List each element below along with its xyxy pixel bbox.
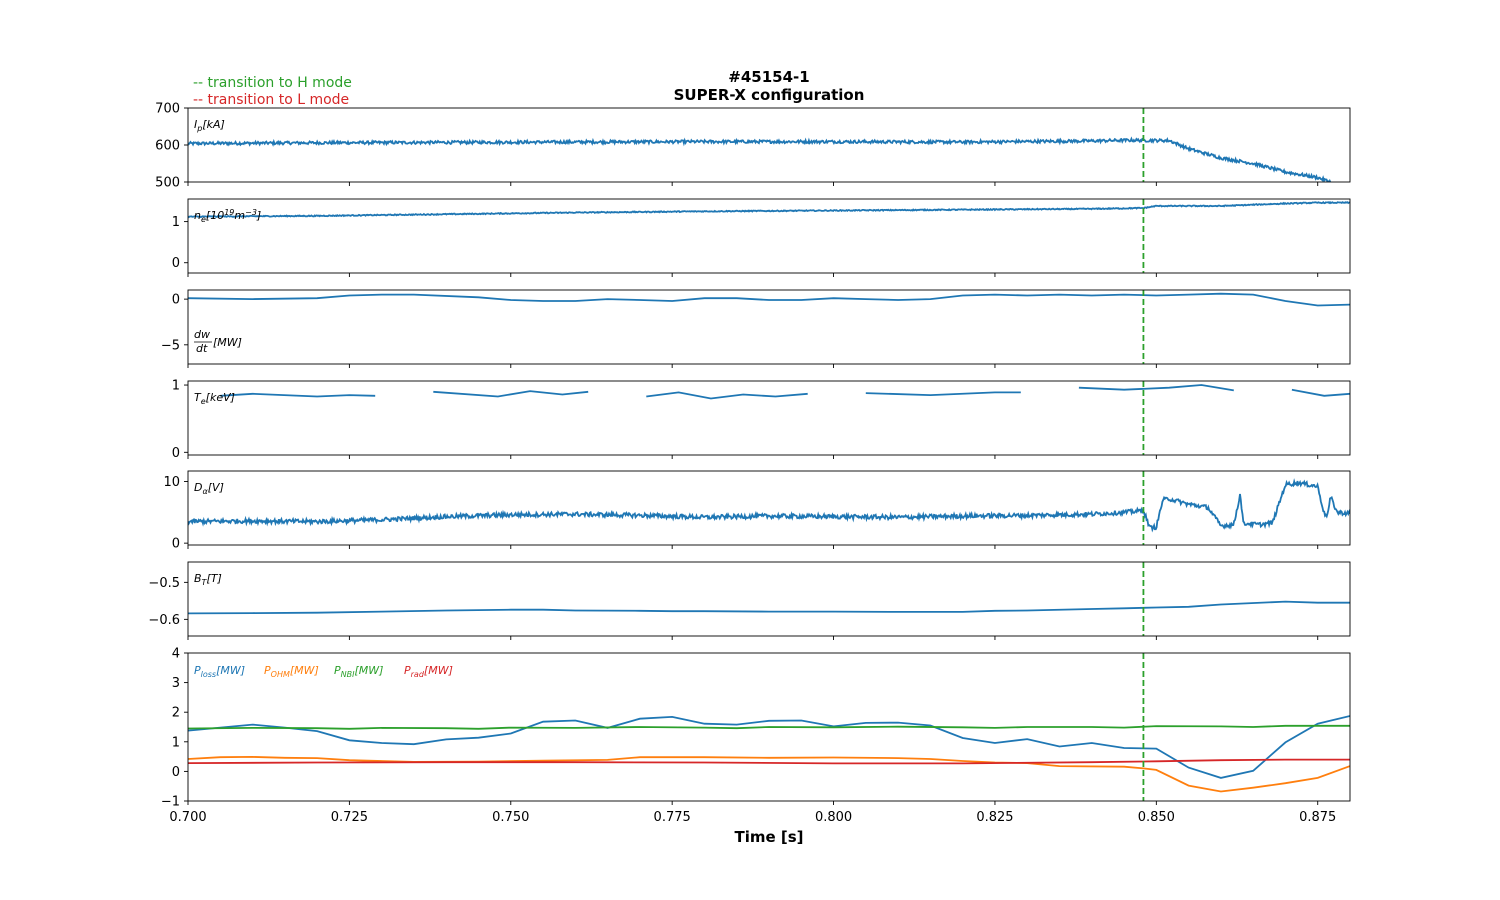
series-line-te-4: [1078, 384, 1234, 392]
y-tick-label-dalpha: 0: [172, 537, 180, 552]
chart-title: #45154-1 SUPER-X configuration: [674, 68, 865, 104]
y-tick-label-ip: 500: [155, 176, 180, 191]
panel-ip-series: [188, 136, 1332, 182]
power-legend-loss: Ploss[MW]: [194, 664, 245, 679]
legend-entry-l-mode: -- transition to L mode: [193, 92, 349, 108]
svg-text:[MW]: [MW]: [213, 336, 242, 349]
panel-frame-bt: [187, 561, 1351, 637]
series-line-te-1: [433, 390, 589, 398]
panel-frame-dwdt: [187, 289, 1351, 365]
panel-frame-dalpha: [187, 470, 1351, 546]
panel-dalpha: 0 10 Dα[V]: [163, 470, 1351, 552]
panel-dwdt-series: [188, 292, 1350, 307]
x-tick-label: 0.875: [1299, 810, 1336, 825]
series-line-power-prad: [188, 758, 1350, 765]
panel-power-series: [188, 715, 1350, 793]
panel-label-ip: Ip[kA]: [194, 118, 225, 133]
series-line-power-pnbi: [188, 724, 1350, 730]
y-tick-label-ne: 0: [172, 256, 180, 271]
y-tick-label-power: 3: [172, 676, 180, 691]
chart-title-line-1: #45154-1: [728, 68, 809, 86]
panel-ip: 500 600 700 Ip[kA]: [155, 102, 1351, 191]
x-tick-label: 0.850: [1138, 810, 1175, 825]
y-tick-label-power: 2: [172, 706, 180, 721]
panel-label-ne: ne[1019m−3]: [194, 208, 261, 224]
y-tick-label-bt: −0.5: [148, 576, 180, 591]
y-tick-label-bt: −0.6: [148, 613, 180, 628]
series-line-te-3: [865, 391, 1021, 397]
y-tick-label-ip: 700: [155, 102, 180, 117]
panel-bt-series: [188, 600, 1350, 615]
y-tick-label-power: 4: [172, 647, 180, 662]
svg-text:dw: dw: [194, 328, 210, 341]
panel-power: −1 0 1 2 3 4 Ploss[MW] POHM[MW] PNBI[MW] Prad[MW]: [161, 647, 1351, 810]
series-line-dwdt-0: [188, 292, 1350, 307]
series-line-te-0: [220, 392, 376, 398]
chart-title-line-2: SUPER-X configuration: [674, 86, 865, 104]
legend-entry-h-mode: -- transition to H mode: [193, 75, 352, 91]
y-tick-label-power: 0: [172, 765, 180, 780]
panel-frame-te: [187, 380, 1351, 456]
panel-frame-ne: [187, 198, 1351, 274]
panel-bt: −0.6 −0.5 BT[T]: [148, 561, 1351, 640]
y-tick-label-dwdt: −5: [161, 338, 180, 353]
x-tick-label: 0.825: [976, 810, 1013, 825]
y-tick-label-ne: 1: [172, 215, 180, 230]
x-tick-label: 0.775: [654, 810, 691, 825]
panel-frame-power: [187, 652, 1351, 802]
panel-label-dalpha: Dα[V]: [194, 481, 224, 496]
y-tick-label-power: −1: [161, 795, 180, 810]
x-tick-label: 0.700: [169, 810, 206, 825]
series-line-bt-0: [188, 600, 1350, 615]
y-tick-label-power: 1: [172, 735, 180, 750]
series-line-dalpha-0: [188, 478, 1350, 533]
series-line-power-pohm: [188, 755, 1350, 793]
x-axis: 0.700 0.725 0.750 0.775 0.800 0.825 0.850 0.875: [169, 810, 1336, 825]
panel-label-te: Te[keV]: [194, 391, 235, 406]
series-line-ne-0: [188, 200, 1350, 219]
legend: -- transition to H mode -- transition to…: [193, 75, 352, 108]
power-legend-rad: Prad[MW]: [404, 664, 453, 679]
panel-ne-series: [188, 200, 1350, 219]
y-tick-label-dwdt: 0: [172, 293, 180, 308]
y-tick-label-dalpha: 10: [163, 475, 180, 490]
series-line-ip-0: [188, 136, 1332, 182]
panel-te-series: [220, 384, 1350, 400]
series-line-te-2: [646, 391, 808, 400]
x-tick-label: 0.800: [815, 810, 852, 825]
series-line-te-5: [1291, 388, 1350, 397]
y-tick-label-ip: 600: [155, 139, 180, 154]
x-tick-label: 0.750: [492, 810, 529, 825]
series-line-power-ploss: [188, 715, 1350, 779]
panel-te: 0 1 Te[keV]: [172, 379, 1351, 461]
y-tick-label-te: 1: [172, 379, 180, 394]
panel-dalpha-series: [188, 478, 1350, 533]
panel-ne: 0 1 ne[1019m−3]: [172, 198, 1351, 277]
x-tick-label: 0.725: [331, 810, 368, 825]
x-axis-label: Time [s]: [734, 828, 803, 846]
panel-label-bt: BT[T]: [194, 572, 222, 587]
power-legend-ohm: POHM[MW]: [264, 664, 319, 679]
y-tick-label-te: 0: [172, 446, 180, 461]
svg-text:dt: dt: [196, 342, 208, 355]
power-legend-nbi: PNBI[MW]: [334, 664, 383, 679]
